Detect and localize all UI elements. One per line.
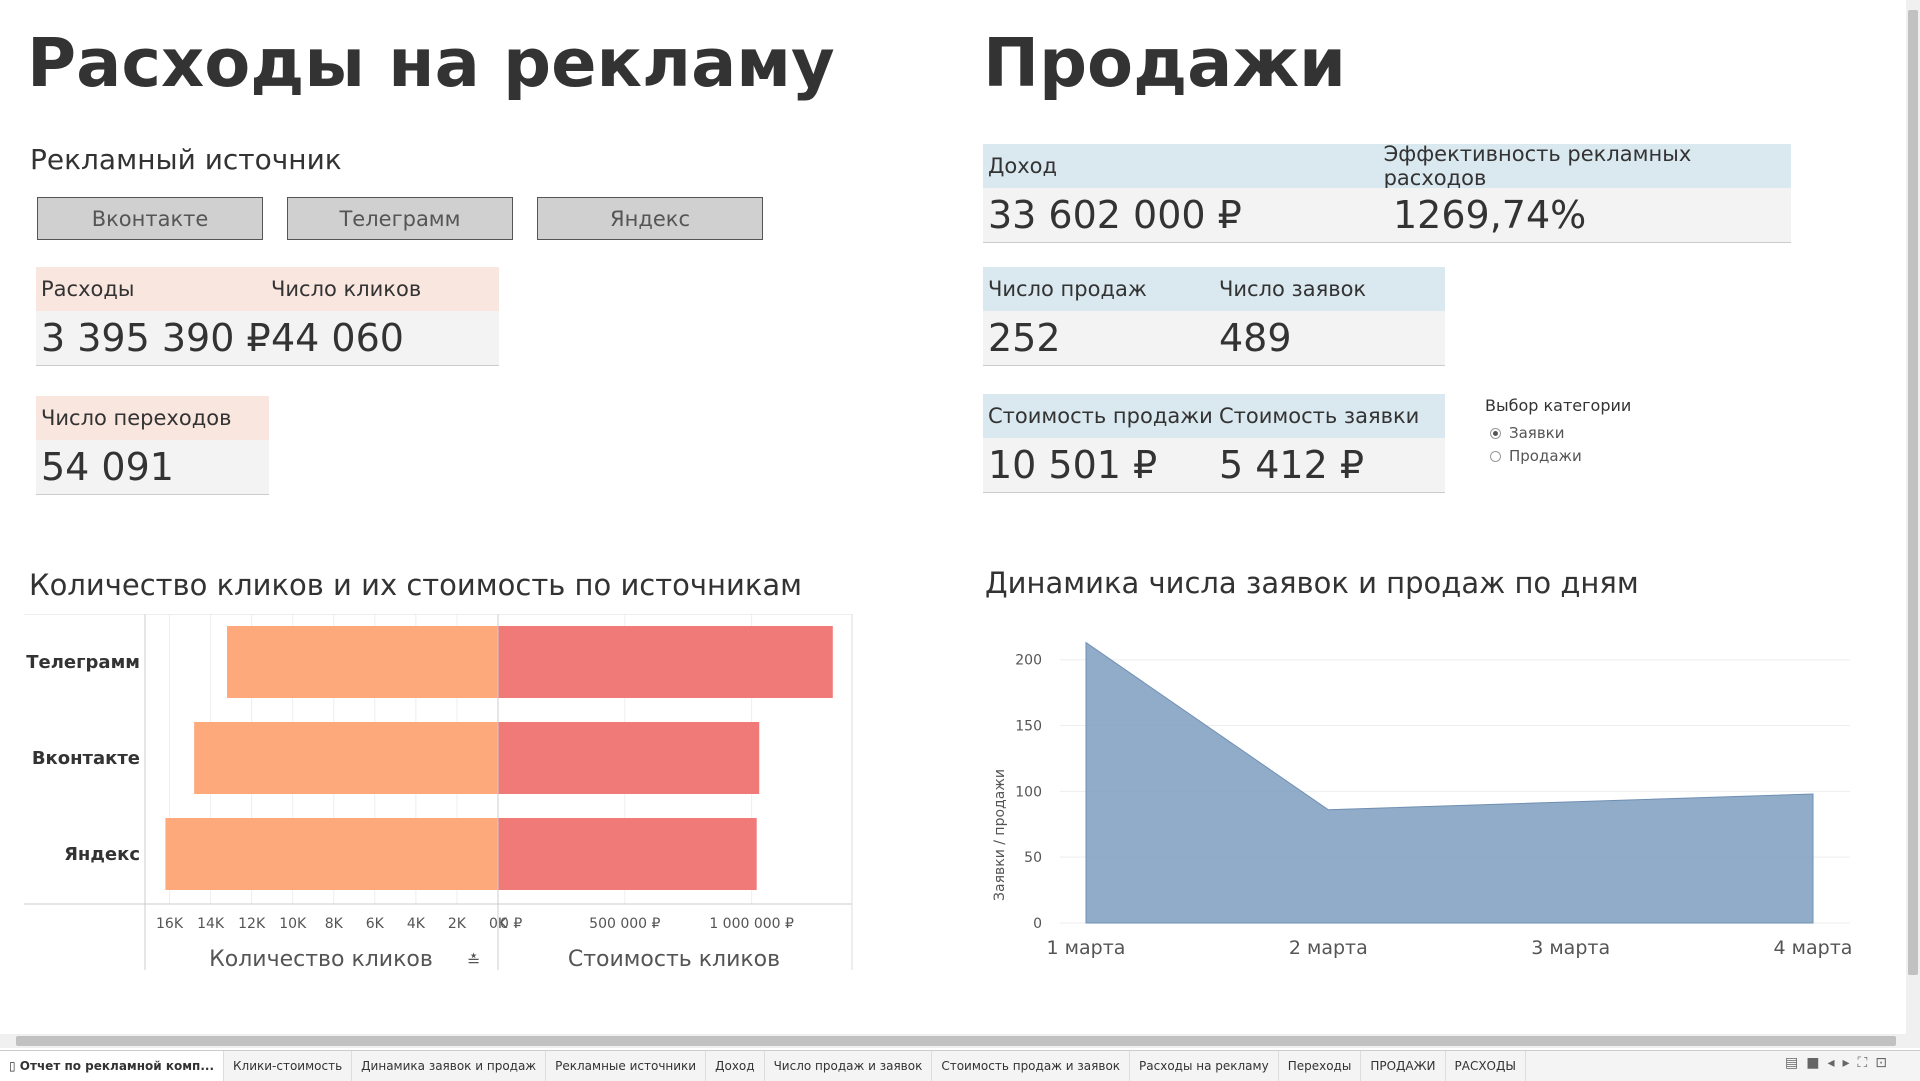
radio-leads[interactable]: Заявки — [1490, 424, 1564, 442]
sale-cost-label: Стоимость продажи — [988, 404, 1213, 428]
sheet-tab[interactable]: Рекламные источники — [546, 1051, 707, 1081]
clicks-label: Число кликов — [271, 277, 422, 301]
y-tick-label: 0 — [1033, 916, 1042, 932]
cost-axis-title: Стоимость кликов — [568, 947, 780, 972]
dynamics-chart-title: Динамика числа заявок и продаж по дням — [985, 566, 1639, 600]
sales-kpi-values: 252 489 — [983, 311, 1445, 366]
scrollbar-thumb[interactable] — [1908, 10, 1918, 975]
radio-unselected-icon — [1490, 450, 1501, 462]
sheet-tab[interactable]: РАСХОДЫ — [1446, 1051, 1526, 1081]
horizontal-scrollbar[interactable] — [0, 1034, 1920, 1048]
cost-bar — [498, 722, 760, 794]
vk-button[interactable]: Вконтакте — [37, 197, 263, 240]
spend-value: 3 395 390 ₽ — [41, 316, 271, 360]
cost-bar — [498, 626, 833, 698]
x-tick-label: 8K — [325, 916, 344, 932]
radio-sales[interactable]: Продажи — [1490, 447, 1582, 465]
clicks-chart-title: Количество кликов и их стоимость по исто… — [29, 568, 802, 602]
sheet-tab[interactable]: Динамика заявок и продаж — [352, 1051, 547, 1081]
sheet-tab[interactable]: Число продаж и заявок — [765, 1051, 933, 1081]
cost-bar — [498, 818, 757, 890]
cost-kpi-header: Стоимость продажи Стоимость заявки — [983, 394, 1445, 438]
leads-count-value: 489 — [1219, 316, 1292, 360]
spend-kpi-values: 3 395 390 ₽ 44 060 — [36, 311, 499, 366]
roi-label: Эффективность рекламных расходов — [1383, 142, 1692, 190]
clicks-cost-chart: Телеграмм Вконтакте Яндекс 16K 14K 12K 10K 8K 6… — [24, 614, 853, 972]
leads-sales-dynamics-chart: 0 50 100 150 200 1 марта 2 марта 3 марта 4 марта… — [992, 641, 1853, 959]
visits-label: Число переходов — [36, 396, 269, 440]
x-tick-label: 2K — [448, 916, 467, 932]
clicks-bar — [227, 626, 498, 698]
sales-count-value: 252 — [988, 316, 1061, 360]
area-series — [1085, 641, 1814, 924]
sales-title: Продажи — [983, 24, 1347, 102]
y-tick-label: 200 — [1015, 653, 1042, 669]
sheet-tab[interactable]: Доход — [706, 1051, 765, 1081]
sheet-tab[interactable]: Стоимость продаж и заявок — [932, 1051, 1131, 1081]
roi-value: 1269,74% — [1393, 193, 1587, 237]
y-axis-title: Заявки / продажи — [992, 769, 1008, 901]
x-tick-label: 6K — [366, 916, 385, 932]
radio-leads-label: Заявки — [1509, 424, 1565, 442]
leads-count-label: Число заявок — [1219, 277, 1367, 301]
x-tick-label: 14K — [197, 916, 225, 932]
clicks-bar — [194, 722, 498, 794]
x-tick-label: 3 марта — [1531, 937, 1610, 959]
yandex-button[interactable]: Яндекс — [537, 197, 763, 240]
x-tick-label: 1 000 000 ₽ — [709, 916, 794, 932]
x-tick-label: 2 марта — [1289, 937, 1368, 959]
cost-kpi-values: 10 501 ₽ 5 412 ₽ — [983, 438, 1445, 493]
x-tick-label: 10K — [279, 916, 307, 932]
y-tick-label: 150 — [1015, 719, 1042, 735]
x-tick-label: 12K — [238, 916, 266, 932]
sort-desc-icon[interactable]: ≛ — [467, 951, 480, 970]
spend-kpi-header: Расходы Число кликов — [36, 267, 499, 311]
x-tick-label: 4K — [407, 916, 426, 932]
sheet-tab[interactable]: ▯ Отчет по рекламной комп... — [0, 1051, 225, 1081]
vertical-scrollbar[interactable] — [1906, 0, 1920, 1034]
revenue-label: Доход — [988, 154, 1058, 178]
x-tick-label: 0 ₽ — [500, 916, 522, 932]
sheet-tabs-bar: ▯ Отчет по рекламной комп... Клики-стоимо… — [0, 1050, 1920, 1081]
sheet-tab[interactable]: Расходы на рекламу — [1130, 1051, 1279, 1081]
clicks-value: 44 060 — [271, 316, 404, 360]
x-tick-label: 16K — [156, 916, 184, 932]
y-tick-label: 50 — [1024, 850, 1042, 866]
revenue-kpi-values: 33 602 000 ₽ 1269,74% — [983, 188, 1791, 243]
category-label: Яндекс — [64, 844, 140, 865]
ad-source-heading: Рекламный источник — [30, 143, 342, 176]
category-label: Телеграмм — [26, 652, 140, 673]
sale-cost-value: 10 501 ₽ — [988, 443, 1158, 487]
revenue-kpi-header: Доход Эффективность рекламных расходов — [983, 142, 1791, 190]
clicks-bar — [165, 818, 498, 890]
visits-value: 54 091 — [36, 440, 269, 495]
sales-count-label: Число продаж — [988, 277, 1147, 301]
sheet-tab[interactable]: Переходы — [1279, 1051, 1362, 1081]
radio-selected-icon — [1490, 427, 1501, 439]
revenue-value: 33 602 000 ₽ — [988, 193, 1242, 237]
tab-nav-icons[interactable]: ▤■◂▸⛶⊡ — [1785, 1055, 1896, 1071]
category-label: Вконтакте — [32, 748, 140, 769]
radio-sales-label: Продажи — [1509, 447, 1582, 465]
lead-cost-value: 5 412 ₽ — [1219, 443, 1365, 487]
sheet-tab[interactable]: ПРОДАЖИ — [1361, 1051, 1446, 1081]
sheet-tab[interactable]: Клики-стоимость — [224, 1051, 353, 1081]
x-tick-label: 500 000 ₽ — [589, 916, 660, 932]
lead-cost-label: Стоимость заявки — [1219, 404, 1420, 428]
clicks-axis-title: Количество кликов — [209, 947, 433, 972]
sales-kpi-header: Число продаж Число заявок — [983, 267, 1445, 311]
spend-label: Расходы — [41, 277, 135, 301]
y-tick-label: 100 — [1015, 784, 1042, 800]
scrollbar-thumb[interactable] — [16, 1036, 1896, 1046]
category-filter-label: Выбор категории — [1485, 396, 1632, 415]
telegram-button[interactable]: Телеграмм — [287, 197, 513, 240]
ads-spend-title: Расходы на рекламу — [27, 24, 835, 102]
x-tick-label: 1 марта — [1047, 937, 1126, 959]
x-tick-label: 4 марта — [1774, 937, 1853, 959]
